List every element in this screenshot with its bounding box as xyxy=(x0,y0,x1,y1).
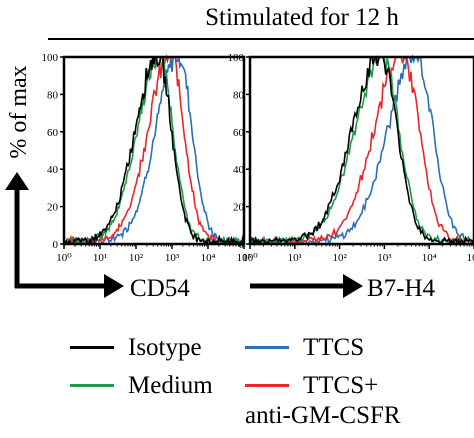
legend-item-isotype: Isotype xyxy=(70,333,202,363)
x-tick-label: 10¹ xyxy=(288,252,302,264)
series-line-ttcs xyxy=(63,56,245,247)
x-tick-label: 10⁴ xyxy=(201,252,216,264)
plot-frame xyxy=(248,55,474,246)
y-tick-label: 0 xyxy=(53,239,59,251)
series-line-medium xyxy=(63,56,245,247)
x-tick-label: 10² xyxy=(129,252,144,264)
plot-frame xyxy=(62,55,246,246)
histogram-panel-2: 0 20 40 60 80 100 10⁰ 10¹ 10² 10³ 10⁴ 10⁵ xyxy=(228,52,474,264)
x-tick-label: 10⁰ xyxy=(56,252,72,264)
legend-item-ttcs: TTCS+ anti-GM-CSFR xyxy=(245,371,401,431)
legend-swatch xyxy=(70,346,114,349)
series-line-ttcs xyxy=(249,55,474,247)
x-tick-label: 10⁴ xyxy=(422,252,437,264)
x-label-cd54: CD54 xyxy=(130,275,190,302)
x-arrow-head-2 xyxy=(343,274,363,298)
y-tick-label: 100 xyxy=(228,52,245,64)
y-tick-label: 60 xyxy=(47,127,59,139)
histogram-panel-1: 0 20 40 60 80 100 10⁰ 10¹ 10² 10³ 10⁴ 10⁵ xyxy=(42,52,252,264)
x-tick-label: 10⁵ xyxy=(237,252,252,264)
legend-swatch xyxy=(245,384,289,387)
legend-label: TTCS+ anti-GM-CSFR xyxy=(245,372,401,429)
x-tick-label: 10³ xyxy=(377,252,392,264)
series-line-medium xyxy=(249,54,474,247)
axis-arrows xyxy=(5,172,363,298)
y-tick-label: 20 xyxy=(47,202,59,214)
legend-item-medium: Medium xyxy=(70,371,213,401)
y-axis-label: % of max xyxy=(6,65,32,158)
x-tick-label: 10¹ xyxy=(93,252,107,264)
x-tick-label: 10³ xyxy=(165,252,180,264)
y-tick-label: 60 xyxy=(233,127,245,139)
y-tick-label: 0 xyxy=(239,239,245,251)
legend-item-ttcs: TTCS xyxy=(245,333,364,363)
x-label-b7h4: B7-H4 xyxy=(367,275,436,302)
y-tick-label: 40 xyxy=(233,164,245,176)
y-tick-label: 40 xyxy=(47,164,59,176)
x-tick-label: 10² xyxy=(332,252,347,264)
legend-label: Medium xyxy=(128,372,213,399)
x-arrow-head-1 xyxy=(104,274,124,298)
legend-swatch xyxy=(245,346,289,349)
series-line-isotype xyxy=(63,56,245,247)
x-tick-label: 10⁰ xyxy=(242,252,258,264)
x-tick-label: 10⁵ xyxy=(467,252,474,264)
legend-swatch xyxy=(70,384,114,387)
y-tick-label: 80 xyxy=(233,89,245,101)
y-tick-label: 100 xyxy=(42,52,59,64)
series-line-ttcs xyxy=(249,54,474,247)
series-line-isotype xyxy=(249,55,474,247)
legend-label: TTCS xyxy=(303,334,365,361)
series-line-ttcs xyxy=(63,54,245,247)
y-arrow-head xyxy=(5,172,29,190)
header-title: Stimulated for 12 h xyxy=(205,4,399,31)
legend-label: Isotype xyxy=(128,334,202,361)
y-tick-label: 20 xyxy=(233,202,245,214)
y-tick-label: 80 xyxy=(47,89,59,101)
